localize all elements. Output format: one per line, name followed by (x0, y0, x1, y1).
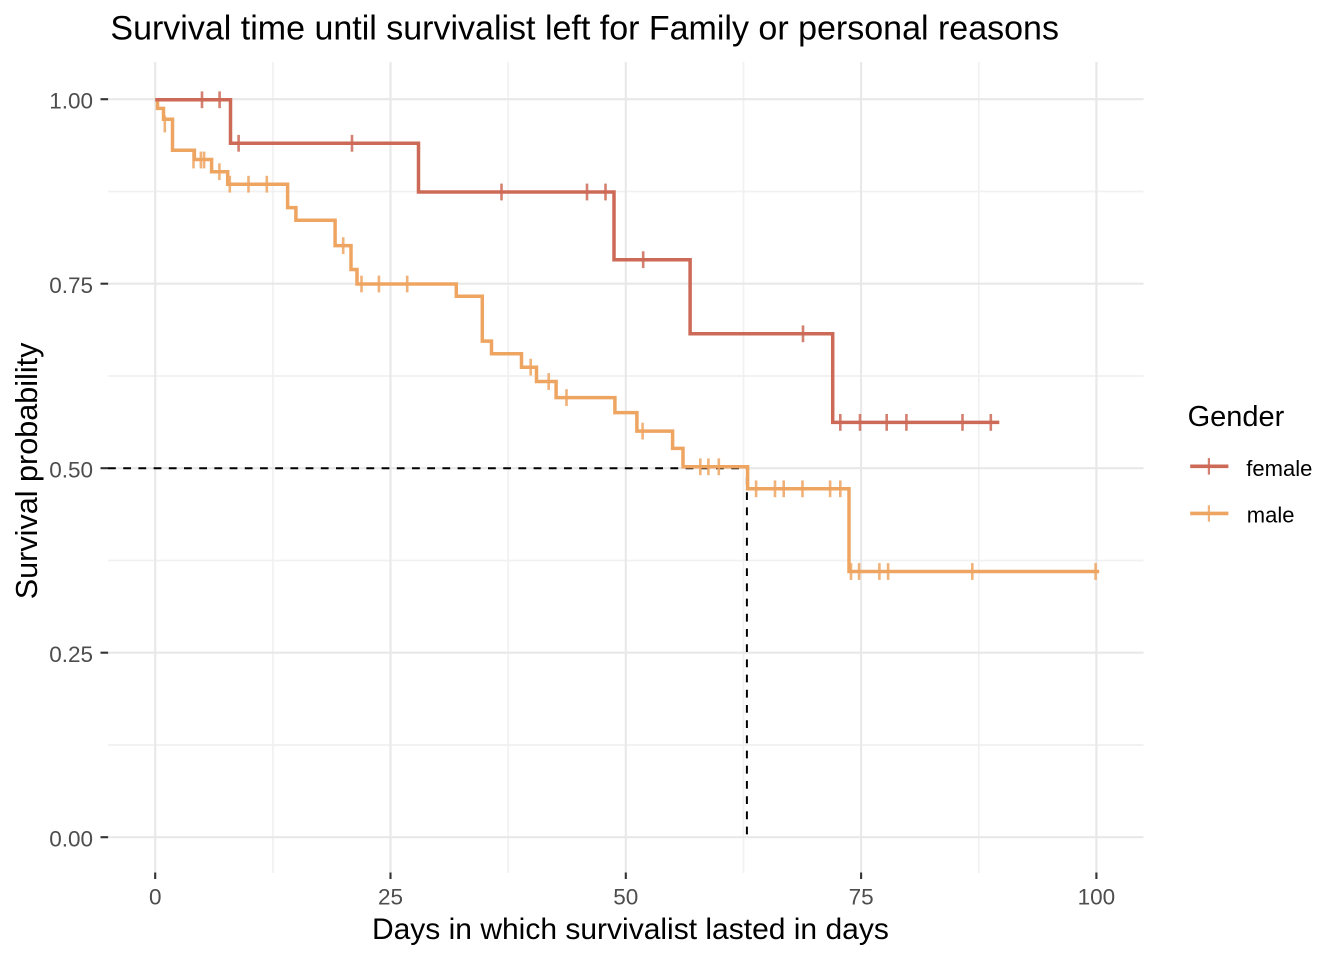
svg-text:Days in which survivalist last: Days in which survivalist lasted in days (372, 913, 889, 946)
svg-text:Survival probability: Survival probability (10, 342, 44, 599)
svg-text:0.75: 0.75 (49, 273, 93, 298)
svg-text:100: 100 (1078, 885, 1116, 910)
svg-text:1.00: 1.00 (49, 89, 93, 114)
svg-text:0.00: 0.00 (49, 827, 93, 852)
svg-text:Gender: Gender (1188, 401, 1285, 433)
svg-text:75: 75 (849, 885, 874, 910)
svg-text:male: male (1247, 502, 1295, 527)
svg-text:0: 0 (149, 885, 162, 910)
svg-text:25: 25 (378, 885, 403, 910)
svg-text:female: female (1246, 456, 1312, 481)
svg-text:Survival time until survivalis: Survival time until survivalist left for… (110, 10, 1059, 48)
svg-text:0.25: 0.25 (49, 642, 93, 667)
svg-text:0.50: 0.50 (49, 458, 93, 483)
svg-text:50: 50 (613, 885, 638, 910)
